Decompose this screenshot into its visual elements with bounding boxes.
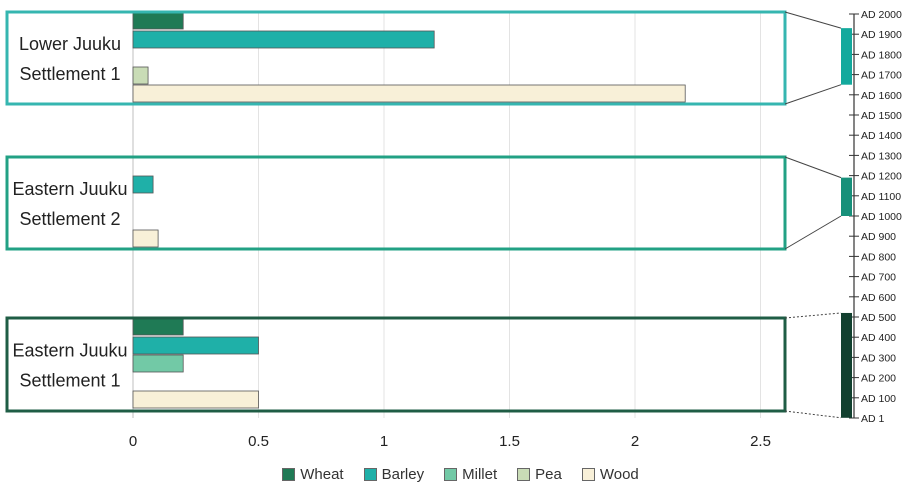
timeline-tick-label: AD 500 — [861, 312, 896, 324]
category-label: Settlement 1 — [19, 371, 120, 391]
timeline-tick-label: AD 1200 — [861, 171, 902, 183]
connector-line — [784, 312, 842, 319]
bar-wood — [132, 84, 686, 103]
timeline-tick-label: AD 1500 — [861, 110, 902, 122]
timeline-tick-label: AD 200 — [861, 373, 896, 385]
timeline-tick-label: AD 1100 — [861, 191, 901, 203]
legend-swatch — [444, 467, 458, 481]
timeline-tick-label: AD 1900 — [861, 29, 902, 41]
x-tick-label: 1.5 — [499, 433, 520, 450]
timeline-range-bar — [841, 28, 852, 85]
timeline-tick-label: AD 1 — [861, 413, 885, 425]
bar-millet — [132, 354, 184, 373]
legend-label: Barley — [381, 465, 425, 483]
bar-wheat — [132, 317, 184, 336]
timeline-tick-label: AD 400 — [861, 332, 896, 344]
category-box — [5, 316, 787, 413]
bar-barley — [132, 175, 154, 194]
legend-swatch — [363, 467, 377, 481]
x-tick-label: 2.5 — [750, 433, 771, 450]
legend-item-barley: Barley — [363, 465, 425, 483]
legend-item-pea: Pea — [517, 466, 562, 483]
connector-line — [784, 215, 842, 250]
timeline-tick-label: AD 1700 — [861, 70, 902, 82]
legend-swatch — [581, 467, 595, 481]
x-tick-label: 0.5 — [248, 433, 269, 450]
legend-swatch — [517, 467, 531, 481]
category-box — [5, 10, 787, 106]
timeline-tick-label: AD 1000 — [861, 211, 902, 223]
timeline-tick-label: AD 2000 — [861, 9, 902, 21]
legend-item-wood: Wood — [581, 465, 639, 483]
timeline-range-bar — [841, 177, 852, 216]
x-tick-label: 2 — [631, 433, 639, 450]
timeline-tick-label: AD 300 — [861, 352, 896, 364]
legend-item-millet: Millet — [444, 466, 497, 483]
bar-barley — [132, 30, 435, 49]
bar-wood — [132, 390, 259, 409]
timeline-range-bar — [841, 312, 852, 418]
connector-line — [784, 84, 842, 105]
legend-label: Millet — [462, 465, 498, 483]
connector-line — [784, 410, 842, 419]
timeline-tick-label: AD 1400 — [861, 130, 902, 142]
timeline-tick-label: AD 600 — [861, 292, 896, 304]
x-tick-label: 0 — [129, 433, 137, 450]
legend-label: Wood — [599, 465, 639, 483]
bar-wheat — [132, 11, 184, 30]
legend-item-wheat: Wheat — [282, 465, 344, 483]
connector-line — [784, 156, 842, 179]
category-label: Eastern Juuku — [12, 341, 127, 361]
legend: Wheat Barley Millet Pea Wood — [0, 461, 921, 487]
legend-swatch — [282, 467, 296, 481]
category-label: Eastern Juuku — [12, 179, 127, 199]
bar-pea — [132, 66, 149, 85]
timeline-tick-label: AD 700 — [861, 272, 896, 284]
timeline-tick-label: AD 1800 — [861, 49, 902, 61]
category-label: Lower Juuku — [19, 34, 121, 54]
timeline-tick-label: AD 800 — [861, 251, 896, 263]
timeline-tick-label: AD 1300 — [861, 150, 902, 162]
timeline-tick-label: AD 900 — [861, 231, 896, 243]
x-tick-label: 1 — [380, 433, 388, 450]
connector-line — [784, 11, 842, 29]
legend-label: Pea — [535, 465, 562, 483]
timeline-tick-label: AD 1600 — [861, 90, 902, 102]
legend-label: Wheat — [300, 465, 344, 483]
category-label: Settlement 2 — [19, 209, 120, 229]
category-label: Settlement 1 — [19, 64, 120, 84]
timeline-tick-label: AD 100 — [861, 393, 896, 405]
category-box — [5, 155, 787, 251]
bar-wood — [132, 229, 159, 248]
bar-barley — [132, 336, 259, 355]
